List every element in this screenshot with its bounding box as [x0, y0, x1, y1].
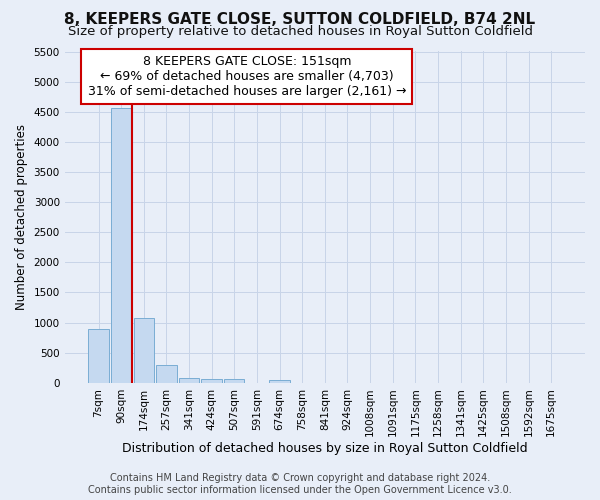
Bar	[134, 318, 154, 383]
Text: 8, KEEPERS GATE CLOSE, SUTTON COLDFIELD, B74 2NL: 8, KEEPERS GATE CLOSE, SUTTON COLDFIELD,…	[64, 12, 536, 28]
Text: Size of property relative to detached houses in Royal Sutton Coldfield: Size of property relative to detached ho…	[67, 25, 533, 38]
X-axis label: Distribution of detached houses by size in Royal Sutton Coldfield: Distribution of detached houses by size …	[122, 442, 527, 455]
Text: 8 KEEPERS GATE CLOSE: 151sqm
← 69% of detached houses are smaller (4,703)
31% of: 8 KEEPERS GATE CLOSE: 151sqm ← 69% of de…	[88, 55, 406, 98]
Bar	[269, 380, 290, 383]
Text: Contains HM Land Registry data © Crown copyright and database right 2024.
Contai: Contains HM Land Registry data © Crown c…	[88, 474, 512, 495]
Bar	[111, 108, 131, 383]
Bar	[179, 378, 199, 383]
Bar	[202, 378, 222, 383]
Bar	[224, 379, 244, 383]
Bar	[156, 365, 176, 383]
Y-axis label: Number of detached properties: Number of detached properties	[15, 124, 28, 310]
Bar	[88, 328, 109, 383]
